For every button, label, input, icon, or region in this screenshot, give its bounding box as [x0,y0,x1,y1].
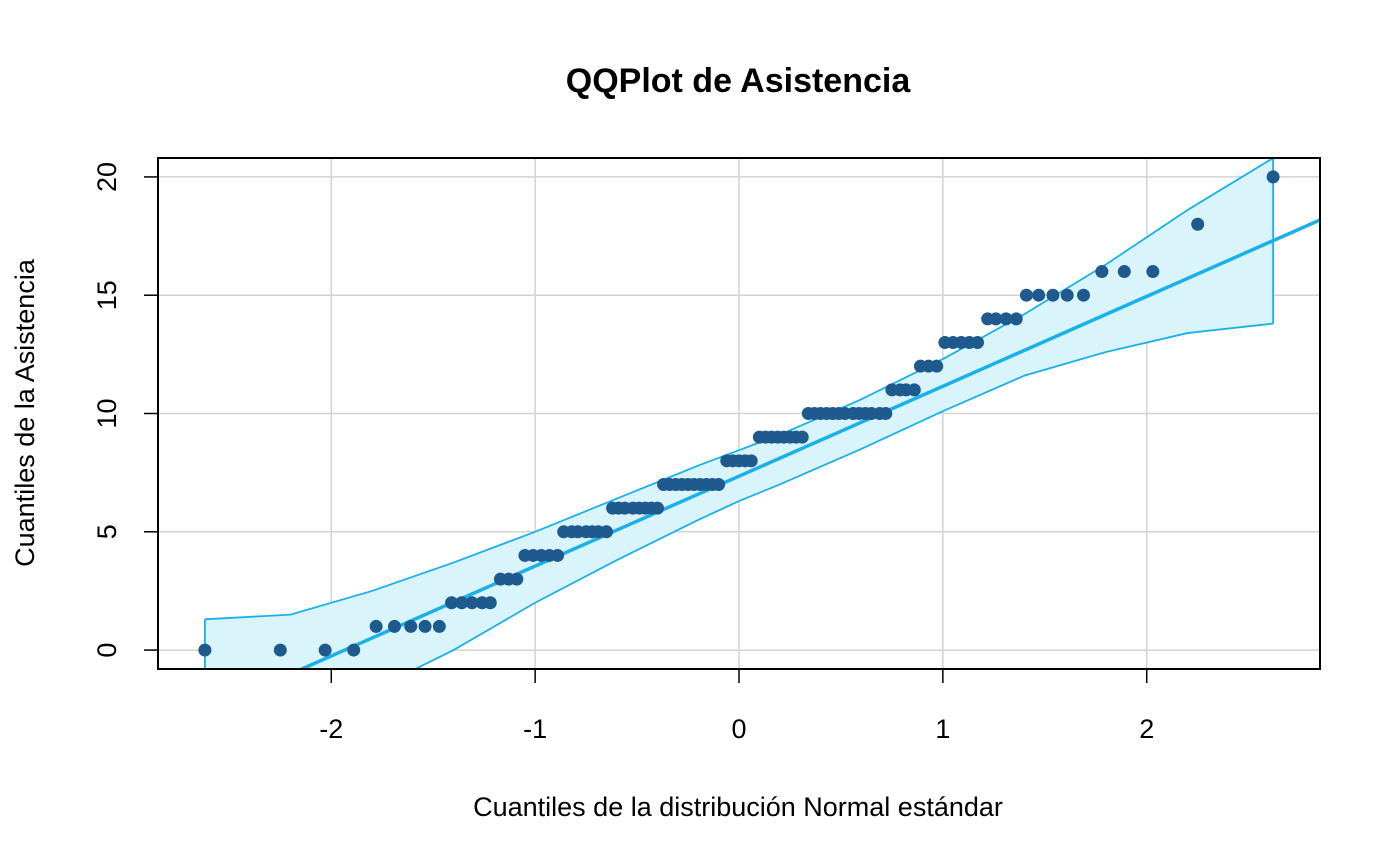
y-tick-label: 0 [92,643,122,658]
confidence-band-upper [204,158,1274,621]
data-point [404,619,418,633]
data-point [999,312,1013,326]
data-point [465,596,479,610]
data-point [387,619,401,633]
x-axis-label: Cuantiles de la distribución Normal está… [473,792,1003,822]
data-point [551,548,565,562]
data-point [1191,217,1205,231]
y-tick-label: 20 [92,162,122,192]
data-point [907,383,921,397]
data-point [1095,265,1109,279]
data-point [418,619,432,633]
data-point [318,643,332,657]
x-tick-label: -2 [319,714,343,744]
data-point [1060,288,1074,302]
data-point [712,477,726,491]
data-point [1117,265,1131,279]
data-point [971,336,985,350]
grid-lines [158,158,1320,669]
y-tick-label: 15 [92,280,122,310]
data-point [1046,288,1060,302]
y-tick-label: 10 [92,398,122,428]
data-point [347,643,361,657]
x-tick-label: 2 [1139,714,1154,744]
data-point [795,430,809,444]
data-point [930,359,944,373]
y-axis: 0 5 10 15 20 [92,162,159,658]
data-point [650,501,664,515]
data-point [198,643,212,657]
x-tick-label: 1 [935,714,950,744]
x-tick-label: 0 [731,714,746,744]
confidence-band [204,158,1274,669]
y-axis-label: Cuantiles de la Asistencia [10,258,40,567]
x-axis: -2 -1 0 1 2 [319,668,1154,744]
data-point [1019,288,1033,302]
data-point [369,619,383,633]
data-point [273,643,287,657]
data-point [1266,170,1280,184]
chart-title: QQPlot de Asistencia [566,62,912,100]
confidence-band-lower [413,322,1274,669]
data-point [510,572,524,586]
data-point [1032,288,1046,302]
data-point [1146,265,1160,279]
data-point [1009,312,1023,326]
data-point [599,525,613,539]
data-point [432,619,446,633]
data-point [1077,288,1091,302]
data-point [744,454,758,468]
points-layer [198,170,1280,657]
data-point [445,596,459,610]
y-tick-label: 5 [92,524,122,539]
data-point [989,312,1003,326]
data-point [455,596,469,610]
data-point [879,407,893,420]
x-tick-label: -1 [523,714,547,744]
data-point [483,596,497,610]
